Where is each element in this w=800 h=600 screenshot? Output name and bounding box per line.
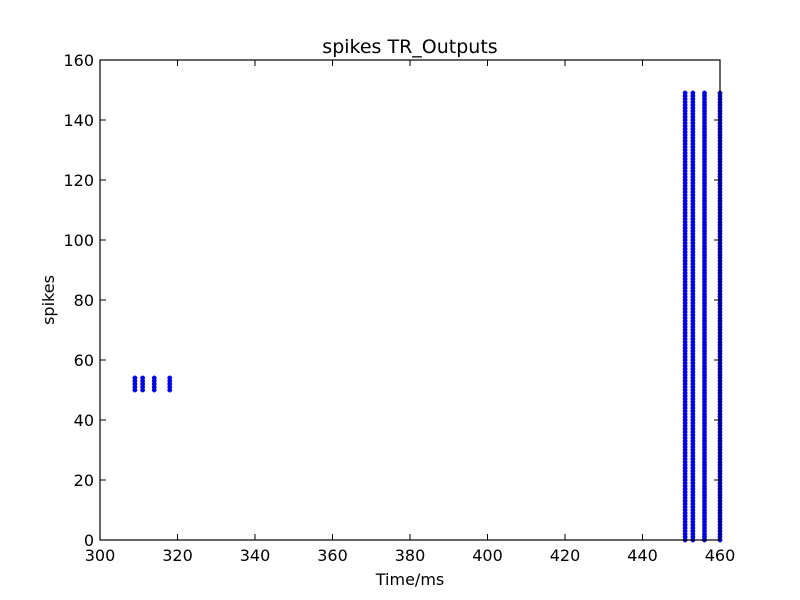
x-axis-title: Time/ms — [375, 570, 444, 589]
x-tick-label: 360 — [317, 546, 348, 565]
spike-point — [682, 90, 688, 96]
x-tick-label: 300 — [85, 546, 116, 565]
plot-marks — [132, 90, 723, 543]
spike-point — [690, 90, 696, 96]
x-tick-label: 440 — [627, 546, 658, 565]
y-tick-label: 160 — [63, 51, 94, 70]
y-tick-label: 0 — [84, 531, 94, 550]
x-tick-label: 340 — [240, 546, 271, 565]
x-tick-label: 420 — [550, 546, 581, 565]
y-tick-label: 120 — [63, 171, 94, 190]
spike-point — [132, 375, 138, 381]
y-tick-label: 60 — [74, 351, 94, 370]
axis-ticks: 300 320 340 360 380 400 420 440 460 0 20 40 60 80 100 1… — [63, 51, 735, 565]
y-axis-title: spikes — [39, 275, 58, 325]
spike-point — [702, 90, 707, 96]
y-tick-label: 20 — [74, 471, 94, 490]
spike-point — [151, 375, 157, 381]
spike-point — [167, 375, 173, 381]
y-tick-label: 40 — [74, 411, 94, 430]
plot-frame — [99, 59, 721, 541]
x-tick-label: 460 — [705, 546, 736, 565]
spike-point — [140, 375, 146, 381]
x-tick-label: 320 — [162, 546, 193, 565]
chart-title: spikes TR_Outputs — [322, 36, 497, 58]
y-tick-label: 80 — [74, 291, 94, 310]
y-tick-label: 140 — [63, 111, 94, 130]
y-tick-label: 100 — [63, 231, 94, 250]
x-tick-label: 400 — [472, 546, 503, 565]
x-tick-label: 380 — [395, 546, 426, 565]
